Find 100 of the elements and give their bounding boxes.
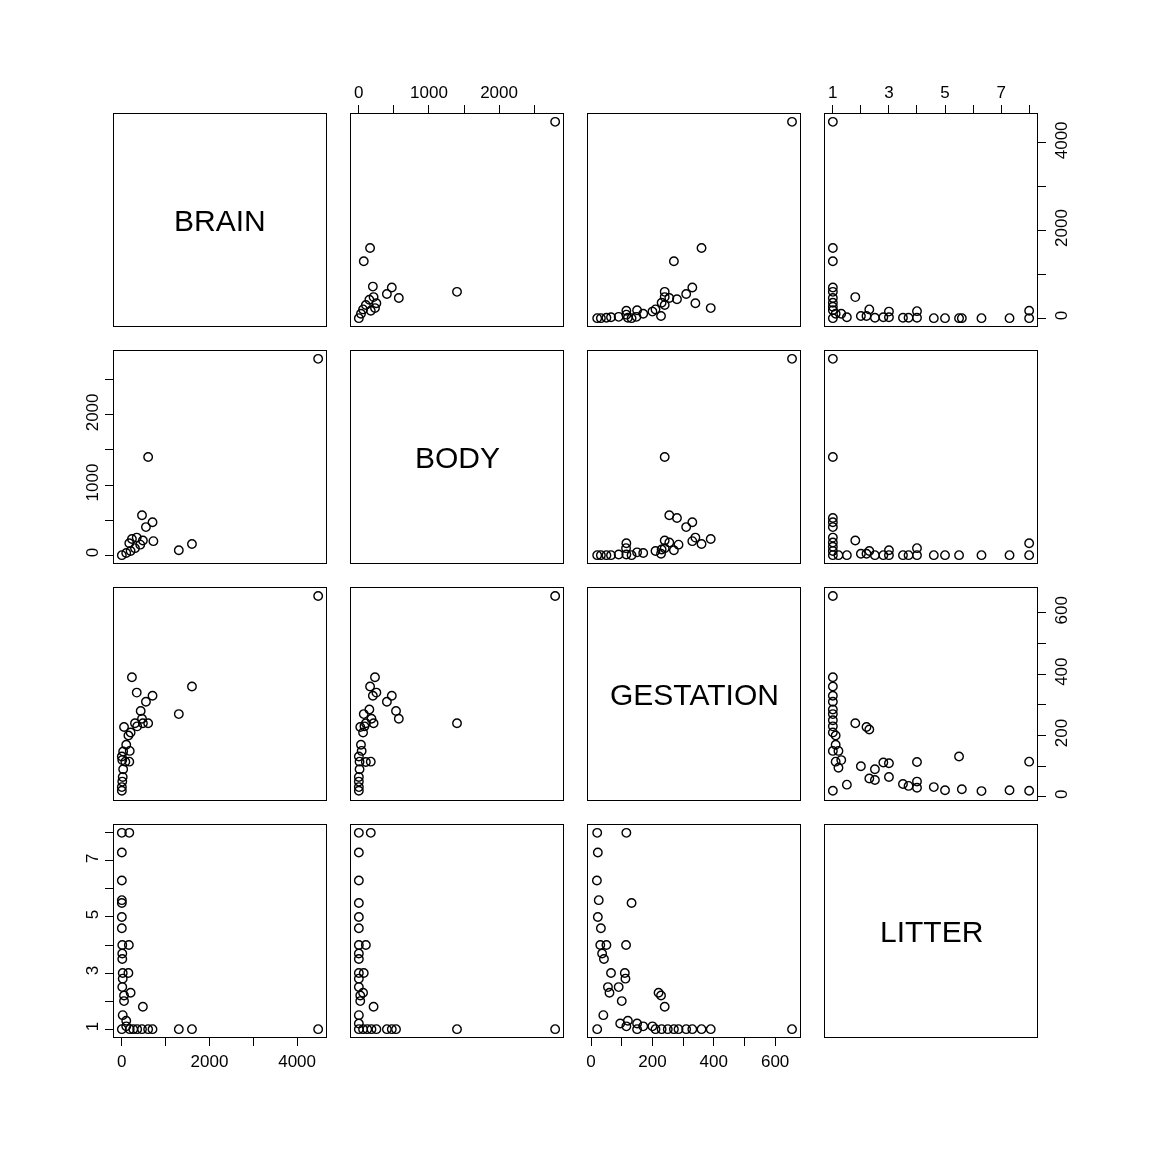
point	[187, 681, 197, 692]
point	[830, 739, 841, 750]
point	[621, 549, 632, 560]
point	[869, 764, 880, 775]
point	[616, 996, 627, 1007]
point	[354, 756, 365, 767]
point	[827, 785, 838, 796]
point	[393, 293, 404, 303]
point	[632, 305, 643, 316]
point	[1004, 785, 1015, 796]
point	[827, 301, 838, 312]
point	[954, 751, 964, 762]
point	[878, 312, 889, 323]
point	[869, 550, 880, 561]
point	[313, 591, 324, 601]
point	[681, 522, 692, 533]
point	[827, 709, 838, 720]
y-tick-label: 0	[83, 547, 103, 558]
point	[604, 987, 615, 998]
point	[883, 758, 894, 769]
point	[668, 545, 679, 556]
point	[452, 286, 462, 297]
point	[353, 751, 364, 762]
point	[173, 1024, 184, 1035]
point	[119, 722, 129, 732]
point	[672, 513, 682, 523]
point	[836, 308, 847, 319]
point	[131, 532, 142, 543]
point	[613, 982, 624, 993]
text: BRAIN	[174, 204, 266, 237]
y-tick-label: 0	[1051, 310, 1071, 321]
point	[659, 452, 670, 462]
point	[912, 550, 922, 561]
point	[841, 550, 852, 561]
point	[883, 772, 894, 782]
point	[606, 968, 616, 979]
point	[650, 545, 661, 556]
point	[827, 517, 838, 528]
point	[121, 739, 132, 750]
point	[827, 704, 838, 715]
x-tick-label: 1000	[410, 83, 448, 103]
point	[592, 1024, 603, 1035]
point	[367, 281, 378, 292]
x-tick-label: 3	[884, 83, 894, 103]
point	[358, 709, 369, 720]
point	[592, 827, 603, 838]
point	[598, 1010, 609, 1021]
point	[659, 286, 670, 297]
point	[391, 706, 401, 716]
x-tick-label: 2000	[190, 1051, 229, 1071]
point	[827, 513, 838, 523]
point	[597, 948, 608, 959]
point	[592, 847, 603, 858]
point	[696, 1024, 707, 1035]
point	[119, 990, 129, 1001]
point	[140, 696, 151, 707]
point	[360, 940, 371, 950]
point	[696, 243, 707, 253]
point	[940, 313, 950, 324]
y-tick-label: 1000	[83, 463, 103, 502]
point	[827, 690, 838, 701]
point	[370, 303, 380, 314]
point	[976, 786, 987, 797]
point	[124, 538, 135, 549]
point	[827, 256, 838, 267]
point	[358, 256, 369, 267]
point	[827, 537, 838, 548]
point	[550, 116, 561, 127]
point	[841, 312, 852, 323]
point	[827, 715, 838, 726]
point	[903, 550, 914, 561]
point	[364, 294, 375, 305]
point	[903, 780, 914, 791]
point	[878, 550, 889, 561]
point	[116, 550, 127, 561]
point	[391, 1024, 401, 1035]
point	[656, 311, 666, 321]
point	[118, 746, 129, 757]
point	[621, 538, 632, 549]
point	[827, 591, 838, 601]
point	[353, 923, 364, 934]
point	[606, 312, 616, 323]
point	[364, 704, 375, 715]
point	[595, 940, 606, 950]
point	[705, 303, 716, 314]
point	[787, 353, 797, 364]
x-tick-label: 7	[996, 83, 1006, 103]
point	[353, 847, 364, 858]
point	[116, 875, 127, 886]
point	[827, 541, 838, 552]
point	[956, 784, 967, 795]
point	[976, 550, 987, 561]
point	[606, 550, 616, 561]
point	[903, 312, 914, 323]
point	[673, 1024, 684, 1035]
point	[550, 1024, 561, 1035]
y-tick-label: 7	[83, 853, 103, 864]
point	[358, 304, 369, 315]
point	[117, 772, 128, 782]
point	[855, 311, 866, 321]
